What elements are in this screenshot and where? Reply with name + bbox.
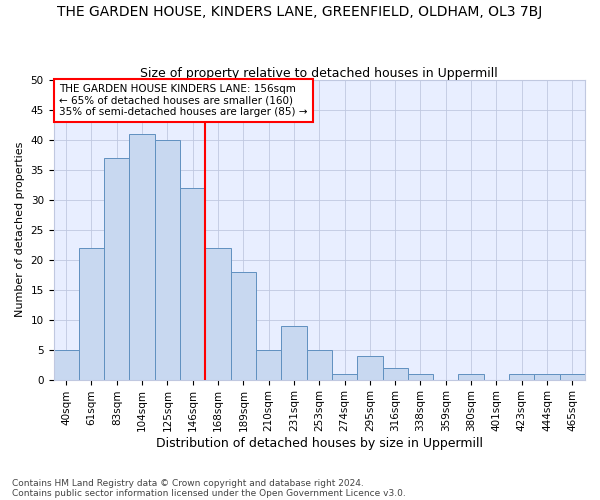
Bar [79,248,104,380]
Text: Contains public sector information licensed under the Open Government Licence v3: Contains public sector information licen… [12,488,406,498]
Bar [180,188,205,380]
Bar [458,374,484,380]
Bar [357,356,383,380]
Bar [408,374,433,380]
Bar [53,350,79,380]
Bar [509,374,535,380]
Bar [104,158,130,380]
X-axis label: Distribution of detached houses by size in Uppermill: Distribution of detached houses by size … [156,437,483,450]
Text: Contains HM Land Registry data © Crown copyright and database right 2024.: Contains HM Land Registry data © Crown c… [12,478,364,488]
Bar [256,350,281,380]
Bar [560,374,585,380]
Bar [535,374,560,380]
Bar [281,326,307,380]
Text: THE GARDEN HOUSE, KINDERS LANE, GREENFIELD, OLDHAM, OL3 7BJ: THE GARDEN HOUSE, KINDERS LANE, GREENFIE… [58,5,542,19]
Bar [130,134,155,380]
Bar [205,248,230,380]
Bar [230,272,256,380]
Bar [383,368,408,380]
Bar [307,350,332,380]
Bar [155,140,180,380]
Bar [332,374,357,380]
Text: THE GARDEN HOUSE KINDERS LANE: 156sqm
← 65% of detached houses are smaller (160): THE GARDEN HOUSE KINDERS LANE: 156sqm ← … [59,84,307,117]
Y-axis label: Number of detached properties: Number of detached properties [15,142,25,317]
Title: Size of property relative to detached houses in Uppermill: Size of property relative to detached ho… [140,66,498,80]
